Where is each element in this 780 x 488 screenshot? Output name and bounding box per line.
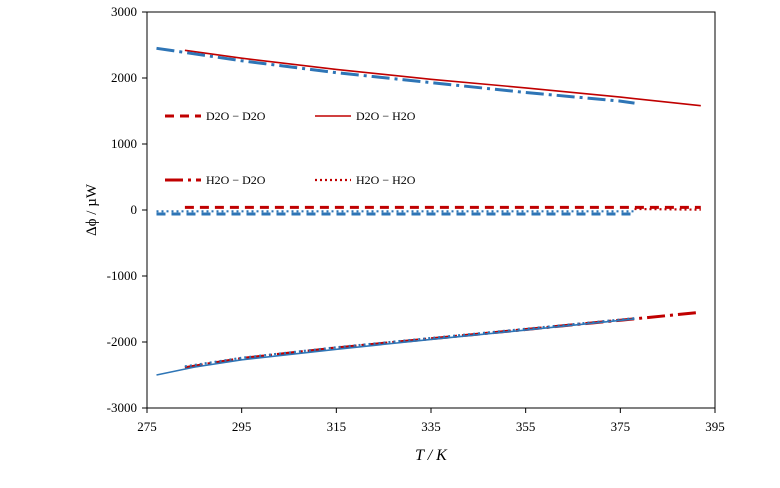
x-tick-label: 275 — [137, 419, 157, 434]
x-tick-label: 295 — [232, 419, 252, 434]
legend-label: H2O − D2O — [206, 173, 266, 187]
series-line-7 — [156, 318, 635, 376]
y-tick-label: 0 — [131, 202, 138, 217]
x-axis-label: T / K — [415, 447, 448, 464]
series-line-3 — [634, 207, 701, 211]
x-axis: 275 295 315 335 355 375 395 — [137, 408, 725, 434]
x-tick-label: 315 — [327, 419, 347, 434]
plot-area — [146, 11, 716, 409]
y-tick-label: -3000 — [107, 400, 137, 415]
y-tick-label: 3000 — [111, 4, 137, 19]
x-tick-label: 375 — [611, 419, 631, 434]
series-line-0 — [184, 49, 701, 107]
series-layer — [156, 46, 701, 376]
legend-label: D2O − H2O — [356, 109, 416, 123]
series-line-1 — [156, 46, 635, 105]
x-tick-label: 335 — [421, 419, 441, 434]
y-tick-label: 2000 — [111, 70, 137, 85]
y-tick-label: -2000 — [107, 334, 137, 349]
x-tick-label: 395 — [705, 419, 725, 434]
legend: D2O − D2O D2O − H2O H2O − D2O H2O − H2O — [165, 109, 416, 187]
y-tick-label: 1000 — [111, 136, 137, 151]
y-tick-label: -1000 — [107, 268, 137, 283]
series-line-8 — [184, 317, 635, 368]
x-tick-label: 355 — [516, 419, 536, 434]
legend-label: H2O − H2O — [356, 173, 416, 187]
y-axis: -3000 -2000 -1000 0 1000 2000 3000 — [107, 4, 147, 415]
y-axis-label: Δϕ / µW — [84, 183, 100, 236]
legend-label: D2O − D2O — [206, 109, 266, 123]
